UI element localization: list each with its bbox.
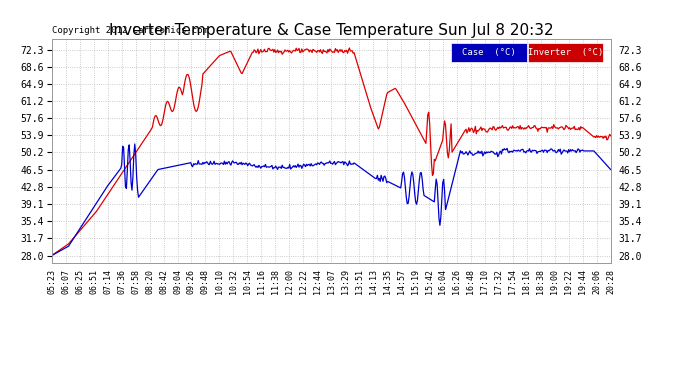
Text: Copyright 2012 Cartronics.com: Copyright 2012 Cartronics.com [52, 26, 208, 35]
FancyBboxPatch shape [451, 43, 527, 62]
FancyBboxPatch shape [528, 43, 603, 62]
Text: Inverter  (°C): Inverter (°C) [528, 48, 603, 57]
Text: Case  (°C): Case (°C) [462, 48, 516, 57]
Title: Inverter Temperature & Case Temperature Sun Jul 8 20:32: Inverter Temperature & Case Temperature … [109, 23, 553, 38]
